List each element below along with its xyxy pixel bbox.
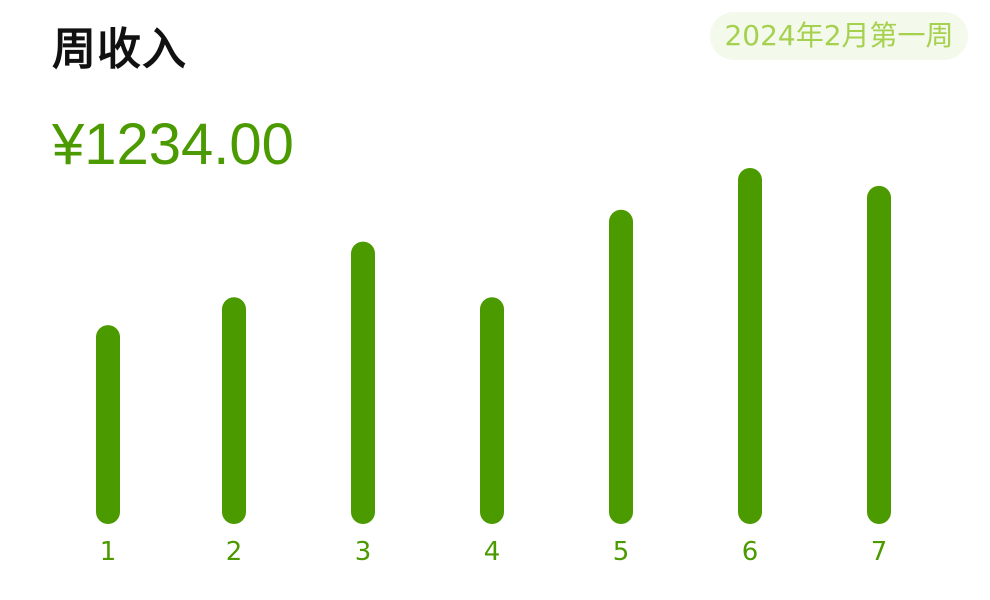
x-tick-label: 1 xyxy=(100,537,117,567)
bar-7 xyxy=(867,185,891,524)
total-amount: ¥1234.00 xyxy=(52,112,294,177)
x-tick-label: 5 xyxy=(613,537,630,567)
x-tick-label: 6 xyxy=(742,537,759,567)
x-tick-label: 2 xyxy=(226,537,243,567)
page-title: 周收入 xyxy=(52,24,187,75)
bar-5 xyxy=(609,209,633,524)
bar-2 xyxy=(222,297,246,524)
bar-4 xyxy=(480,297,504,524)
x-tick-label: 3 xyxy=(355,537,372,567)
x-tick-label: 4 xyxy=(484,537,501,567)
bar-1 xyxy=(96,325,120,524)
bar-3 xyxy=(351,241,375,525)
bars-layer xyxy=(96,167,891,525)
week-selector-badge[interactable]: 2024年2月第一周 xyxy=(710,12,968,60)
bar-6 xyxy=(738,167,762,524)
x-axis-labels: 1 2 3 4 5 6 7 xyxy=(100,537,888,567)
x-tick-label: 7 xyxy=(871,537,888,567)
